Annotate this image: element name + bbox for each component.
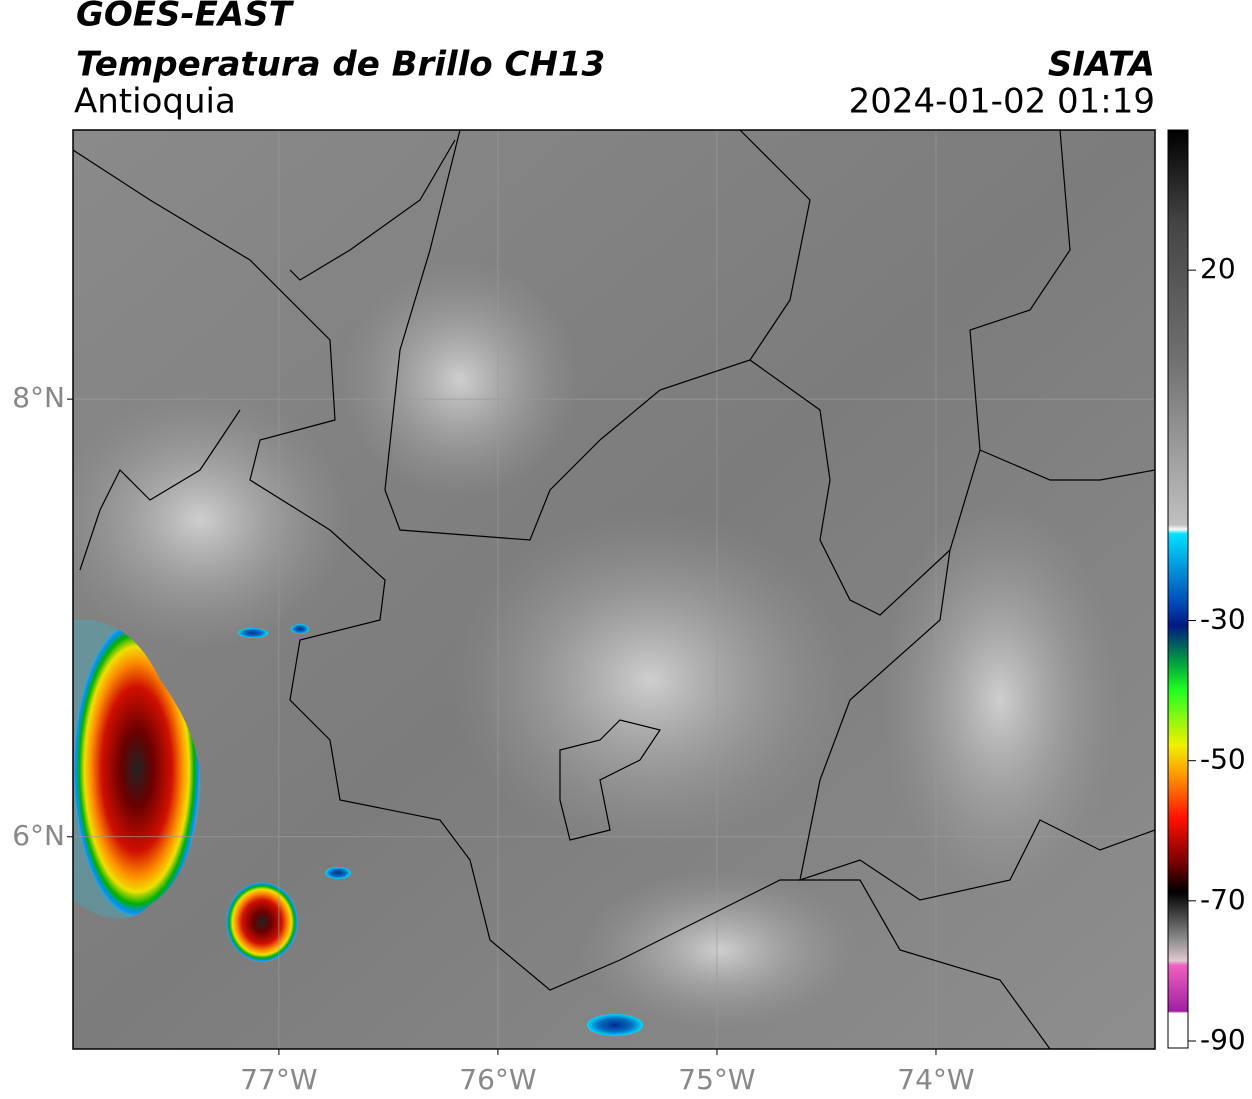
cloud-patch: [450, 510, 850, 850]
border-line: [289, 139, 456, 281]
border-line: [979, 449, 1155, 481]
region-label: Antioquia: [74, 82, 236, 122]
colorbar-tick-label: -90: [1200, 1023, 1246, 1056]
x-tick-label: 74°W: [897, 1063, 974, 1096]
border-line: [559, 719, 661, 841]
cloud-patch: [580, 870, 860, 1030]
datetime-label: 2024-01-02 01:19: [849, 82, 1155, 122]
cold-cloud: [325, 867, 351, 879]
convective-cell: [226, 882, 298, 962]
colorbar-tick-label: -30: [1200, 603, 1246, 636]
colorbar-tick-label: 20: [1200, 252, 1236, 285]
convective-cell: [73, 619, 201, 919]
map-area: [73, 130, 1155, 1049]
border-line: [799, 549, 1155, 901]
cloud-patch: [340, 260, 580, 500]
border-line: [749, 130, 1071, 616]
map-frame: [72, 129, 1156, 1050]
y-tick-label: 6°N: [12, 819, 65, 852]
title-product: Temperatura de Brillo CH13: [76, 45, 605, 85]
x-tick-label: 77°W: [240, 1063, 317, 1096]
borders: [73, 130, 1155, 1049]
border-line: [79, 409, 241, 571]
border-line: [384, 130, 811, 541]
cold-cloud: [238, 628, 268, 638]
colorbar-tick-label: -50: [1200, 743, 1246, 776]
y-tick-label: 8°N: [12, 381, 65, 414]
cloud-patch: [880, 500, 1120, 900]
x-tick-label: 76°W: [459, 1063, 536, 1096]
source-label: SIATA: [1048, 45, 1155, 85]
cold-cloud: [587, 1014, 643, 1036]
border-line: [73, 149, 1051, 1049]
colorbar: [1167, 129, 1189, 1049]
colorbar-tick-label: -70: [1200, 883, 1246, 916]
cloud-patch: [73, 390, 350, 650]
title-satellite: GOES-EAST: [76, 0, 295, 35]
cold-cloud: [291, 624, 309, 634]
x-tick-label: 75°W: [678, 1063, 755, 1096]
